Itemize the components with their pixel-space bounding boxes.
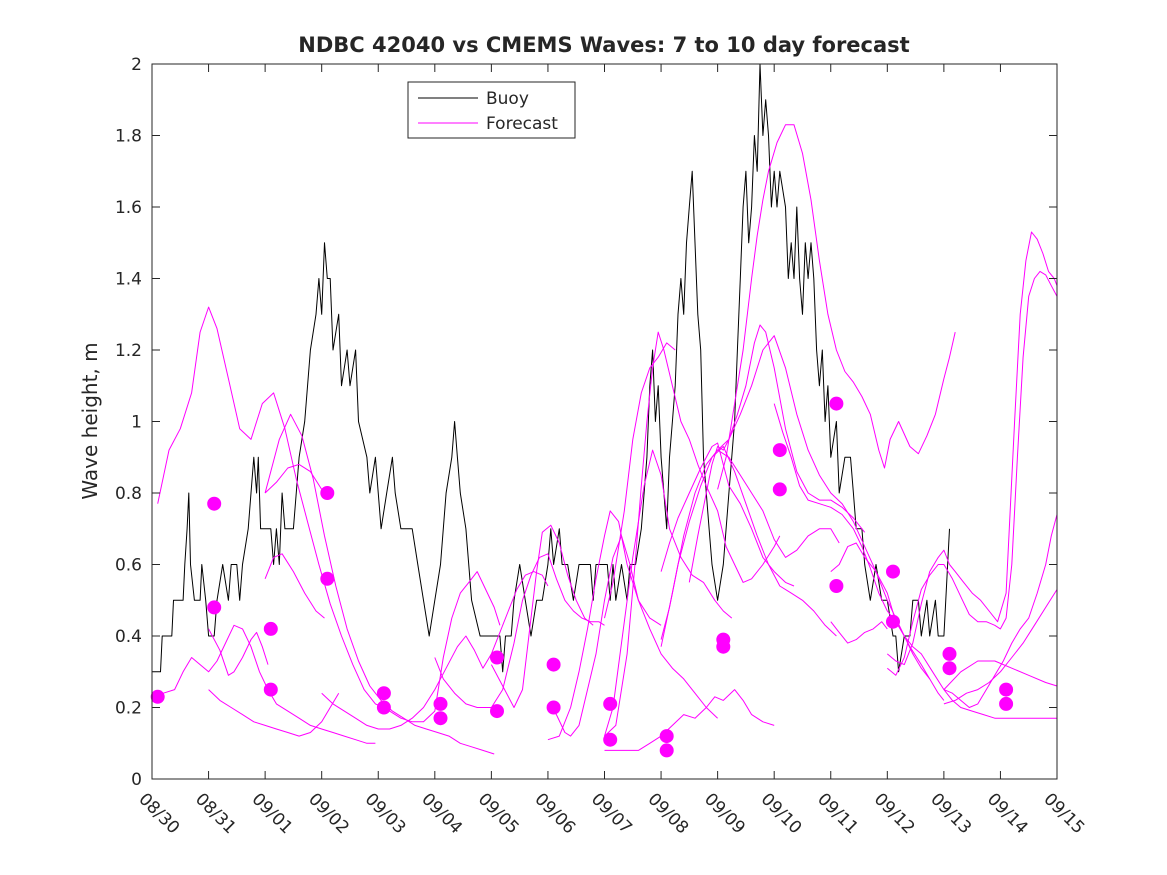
forecast-series-line-28 [886, 270, 1058, 676]
y-axis: 0 0.2 0.4 0.6 0.8 1 1.2 1.4 1.6 1.8 2 [115, 55, 1057, 790]
forecast-start-marker-25 [886, 564, 900, 579]
forecast-start-marker-6 [320, 571, 335, 586]
forecast-start-marker-1 [207, 496, 222, 511]
forecast-series-line-1 [157, 306, 385, 708]
legend-buoy-label: Buoy [486, 89, 529, 109]
legend-box [407, 81, 576, 139]
forecast-series-line-3 [264, 463, 323, 494]
forecast-series-line-19 [660, 449, 840, 647]
forecast-series-line-29 [943, 514, 1058, 708]
forecast-series-line-6 [208, 628, 269, 676]
forecast-start-marker-13 [546, 657, 561, 672]
legend-forecast-label: Forecast [486, 114, 558, 134]
forecast-series-line-21 [688, 324, 866, 583]
forecast-series-line-14 [604, 449, 733, 737]
forecast-series-line-30 [943, 589, 1058, 705]
y-tick-label-0: 0 [131, 770, 142, 790]
forecast-series-line-9 [378, 571, 501, 723]
forecast-series-line-22 [717, 124, 956, 490]
forecast-series-line-25 [830, 542, 1057, 719]
forecast-start-marker-21 [772, 443, 787, 458]
forecast-series-line-15 [604, 689, 775, 751]
y-tick-label-3: 0.6 [115, 556, 142, 576]
forecast-start-marker-27 [942, 646, 957, 661]
forecast-start-marker-30 [999, 696, 1014, 711]
forecast-start-marker-11 [490, 650, 504, 665]
forecast-series-line-26 [830, 621, 888, 644]
forecast-series-line-13 [547, 510, 662, 741]
y-tick-label-10: 2 [131, 55, 142, 75]
y-tick-label-5: 1 [131, 413, 142, 433]
forecast-series-line-7 [208, 689, 340, 737]
forecast-start-marker-29 [999, 682, 1014, 697]
forecast-start-marker-2 [207, 600, 222, 615]
marker-layer [150, 396, 1014, 758]
forecast-series-line-31 [943, 660, 1058, 690]
forecast-start-marker-8 [376, 700, 391, 715]
forecast-series-line-27 [886, 231, 1058, 666]
forecast-start-marker-23 [829, 396, 844, 411]
y-tick-label-6: 1.2 [115, 341, 142, 361]
forecast-start-marker-26 [886, 614, 900, 629]
y-tick-label-7: 1.4 [115, 270, 142, 290]
forecast-start-marker-9 [433, 696, 448, 711]
forecast-series-line-16 [604, 331, 781, 737]
forecast-start-marker-18 [659, 743, 674, 758]
forecast-start-marker-24 [829, 579, 844, 593]
chart-title: NDBC 42040 vs CMEMS Waves: 7 to 10 day f… [298, 33, 909, 57]
forecast-series-line-8 [321, 571, 549, 730]
forecast-series-line-11 [490, 524, 594, 708]
y-tick-label-4: 0.8 [115, 484, 142, 504]
forecast-series-line-17 [604, 342, 676, 619]
forecast-start-marker-3 [263, 621, 278, 636]
y-tick-label-9: 1.8 [115, 127, 142, 147]
y-tick-label-8: 1.6 [115, 198, 142, 218]
forecast-series-line-2 [264, 413, 495, 755]
forecast-start-marker-10 [433, 711, 448, 726]
forecast-start-marker-7 [376, 686, 391, 701]
forecast-series-line-18 [660, 446, 837, 640]
forecast-start-marker-14 [546, 700, 561, 715]
forecast-series-line-10 [434, 553, 605, 708]
forecast-start-marker-4 [263, 682, 278, 697]
forecast-series-line-4 [264, 553, 325, 619]
buoy-series-line [152, 63, 950, 673]
forecast-start-marker-22 [772, 482, 787, 497]
forecast-start-marker-15 [603, 696, 618, 711]
forecast-start-marker-20 [716, 639, 731, 654]
forecast-start-marker-12 [490, 704, 504, 719]
forecast-series-line-5 [151, 624, 376, 744]
legend: Buoy Forecast [407, 81, 576, 139]
forecast-series-line-20 [660, 442, 795, 587]
forecast-start-marker-0 [150, 689, 165, 704]
series-layer [151, 63, 1058, 755]
forecast-start-marker-5 [320, 486, 335, 500]
forecast-start-marker-28 [942, 661, 957, 676]
y-tick-label-2: 0.4 [115, 627, 142, 647]
forecast-series-line-24 [773, 403, 945, 701]
forecast-start-marker-17 [659, 729, 674, 744]
y-tick-label-1: 0.2 [115, 699, 142, 719]
y-axis-label: Wave height, m [78, 342, 102, 499]
forecast-start-marker-16 [603, 732, 618, 747]
